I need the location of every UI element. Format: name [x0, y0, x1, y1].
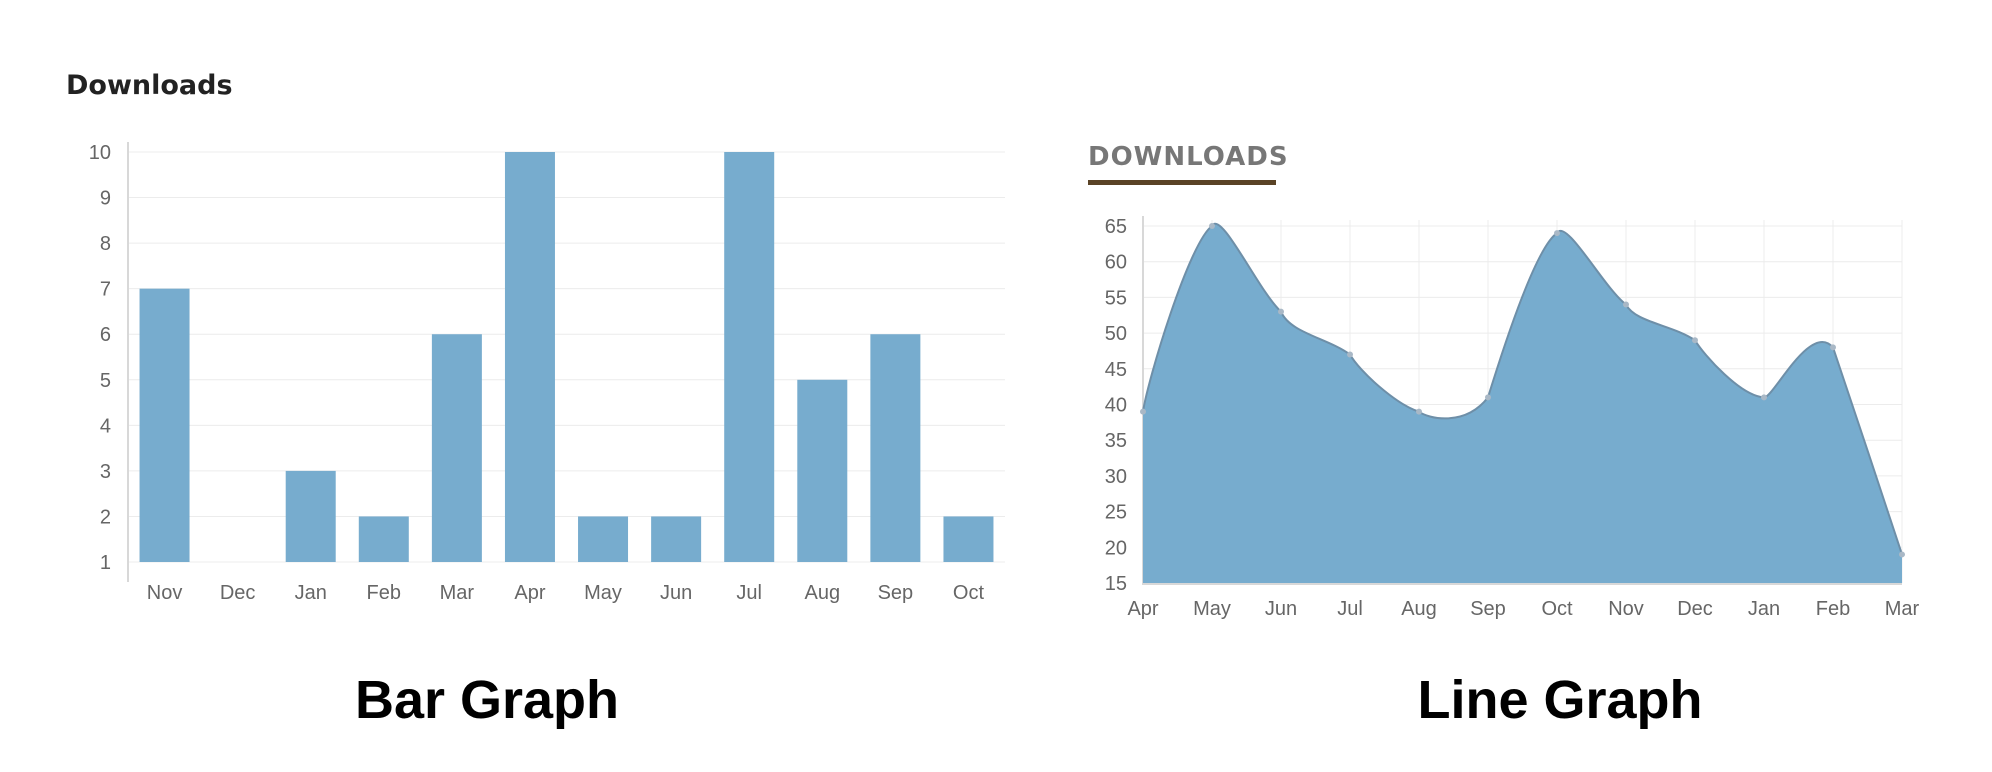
line-x-axis: Apr May Jun Jul Aug Sep Oct Nov Dec Jan Feb Mar	[1127, 598, 1919, 620]
line-chart-caption: Line Graph	[1417, 670, 1702, 730]
line-point-aug	[1416, 408, 1422, 415]
line-point-jul	[1347, 351, 1353, 358]
bar-may	[578, 516, 629, 562]
bar-y-axis: 1 2 3 4 5 6 7 8 9 10	[89, 142, 111, 574]
line-area-fill	[1143, 223, 1902, 583]
line-point-sep	[1485, 394, 1491, 401]
line-series	[1142, 222, 1903, 555]
line-x-tick-label: Dec	[1677, 598, 1713, 620]
line-point-jan	[1761, 394, 1767, 401]
bar-chart-title: Downloads	[66, 70, 233, 101]
bar-feb	[358, 516, 409, 562]
line-x-tick-label: Oct	[1541, 598, 1573, 620]
bar-aug	[797, 379, 848, 562]
bar-y-tick-label: 8	[100, 233, 111, 255]
line-point-apr	[1140, 408, 1146, 415]
line-x-tick-label: Feb	[1816, 598, 1850, 620]
line-y-tick-label: 45	[1105, 359, 1127, 381]
bar-y-tick-label: 7	[100, 279, 111, 301]
line-x-tick-label: Jun	[1265, 598, 1297, 620]
bar-jul	[724, 152, 775, 562]
line-x-tick-label: Apr	[1127, 598, 1158, 620]
bar-y-tick-label: 3	[100, 461, 111, 483]
line-point-feb	[1830, 344, 1836, 351]
line-chart-title: DOWNLOADS	[1088, 142, 1289, 172]
bar-x-axis: Nov Dec Jan Feb Mar Apr May Jun Jul Aug Sep Oct	[147, 582, 985, 604]
bar-x-tick-label: May	[584, 582, 622, 604]
line-point-mar	[1899, 551, 1905, 558]
bar-y-tick-label: 5	[100, 370, 111, 392]
bar-gridlines	[127, 142, 1005, 582]
line-chart: DOWNLOADS 15 20 25 30 35 40 45 50 55 60 65 Apr May J…	[1088, 142, 1920, 730]
line-y-tick-label: 65	[1105, 216, 1127, 238]
bar-chart-caption: Bar Graph	[355, 670, 619, 730]
bar-x-tick-label: Nov	[147, 582, 183, 604]
line-y-tick-label: 15	[1105, 573, 1127, 595]
bar-x-tick-label: Aug	[804, 582, 840, 604]
bar-chart: Downloads 1 2 3 4 5 6 7 8 9 10 Nov Dec Jan Feb Mar Apr…	[66, 70, 1005, 730]
bar-jun	[651, 516, 702, 562]
line-y-tick-label: 30	[1105, 466, 1127, 488]
line-point-dec	[1692, 337, 1698, 344]
bar-x-tick-label: Dec	[220, 582, 256, 604]
line-point-nov	[1623, 301, 1629, 308]
bar-oct	[943, 516, 994, 562]
line-y-tick-label: 25	[1105, 502, 1127, 524]
bar-y-tick-label: 6	[100, 324, 111, 346]
line-y-tick-label: 35	[1105, 430, 1127, 452]
line-x-tick-label: Jul	[1337, 598, 1363, 620]
bar-x-tick-label: Apr	[514, 582, 545, 604]
line-x-tick-label: Nov	[1608, 598, 1644, 620]
bar-apr	[504, 152, 555, 562]
bar-x-tick-label: Jan	[295, 582, 327, 604]
bar-y-tick-label: 10	[89, 142, 111, 164]
line-y-tick-label: 20	[1105, 537, 1127, 559]
bar-y-tick-label: 1	[100, 552, 111, 574]
bar-sep	[870, 334, 921, 562]
bar-series	[139, 152, 994, 562]
bar-x-tick-label: Jul	[736, 582, 762, 604]
line-y-tick-label: 50	[1105, 323, 1127, 345]
line-x-tick-label: May	[1193, 598, 1231, 620]
line-y-axis: 15 20 25 30 35 40 45 50 55 60 65	[1105, 216, 1127, 595]
line-chart-title-underline	[1088, 180, 1276, 185]
bar-nov	[139, 288, 190, 562]
line-points	[1140, 223, 1905, 558]
line-x-tick-label: Sep	[1470, 598, 1506, 620]
bar-x-tick-label: Mar	[440, 582, 475, 604]
line-y-tick-label: 55	[1105, 287, 1127, 309]
line-x-tick-label: Mar	[1885, 598, 1920, 620]
line-x-tick-label: Jan	[1748, 598, 1780, 620]
bar-x-tick-label: Sep	[878, 582, 914, 604]
bar-jan	[285, 470, 336, 562]
bar-mar	[431, 334, 482, 562]
line-point-jun	[1278, 308, 1284, 315]
bar-y-tick-label: 9	[100, 188, 111, 210]
line-x-tick-label: Aug	[1401, 598, 1437, 620]
bar-y-tick-label: 4	[100, 415, 111, 437]
line-point-may	[1209, 223, 1215, 229]
bar-x-tick-label: Jun	[660, 582, 692, 604]
line-y-tick-label: 40	[1105, 395, 1127, 417]
line-point-oct	[1554, 230, 1560, 237]
bar-y-tick-label: 2	[100, 506, 111, 528]
bar-x-tick-label: Oct	[953, 582, 985, 604]
bar-x-tick-label: Feb	[367, 582, 401, 604]
line-y-tick-label: 60	[1105, 252, 1127, 274]
